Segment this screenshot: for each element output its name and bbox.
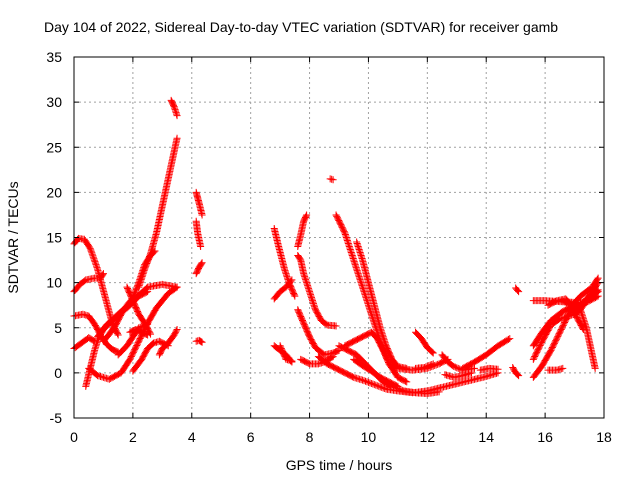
y-tick-label: 15 — [46, 230, 62, 246]
x-tick-label: 2 — [129, 429, 137, 445]
series-arc-42 — [509, 363, 523, 380]
data-point-markers — [135, 134, 181, 291]
data-point-markers — [270, 276, 296, 303]
data-point-markers — [353, 238, 411, 372]
series-arc-36 — [412, 360, 437, 372]
data-point-markers — [412, 328, 437, 357]
series-arc-34 — [353, 238, 411, 372]
series-arc-14 — [155, 326, 181, 359]
data-point-markers — [544, 364, 567, 374]
series-arc-41 — [512, 284, 523, 296]
series-arc-23 — [276, 342, 296, 365]
x-tick-label: 0 — [70, 429, 78, 445]
y-tick-label: 30 — [46, 94, 62, 110]
series-arc-19 — [192, 336, 206, 346]
y-tick-label: -5 — [50, 410, 63, 426]
data-points — [70, 96, 602, 398]
data-point-markers — [167, 96, 181, 120]
x-tick-label: 6 — [247, 429, 255, 445]
series-arc-10 — [123, 283, 155, 338]
series-arc-38 — [441, 369, 475, 381]
y-tick-label: 20 — [46, 184, 62, 200]
data-point-markers — [192, 188, 206, 219]
x-tick-label: 16 — [537, 429, 553, 445]
series-arc-12 — [129, 337, 172, 375]
data-point-markers — [326, 175, 337, 184]
series-arc-24 — [294, 211, 311, 251]
series-arc-13 — [135, 134, 181, 291]
chart-title: Day 104 of 2022, Sidereal Day-to-day VTE… — [44, 19, 558, 35]
data-point-markers — [459, 335, 514, 372]
series-arc-39 — [459, 335, 514, 372]
x-tick-label: 12 — [420, 429, 436, 445]
y-tick-label: 0 — [54, 365, 62, 381]
x-tick-label: 10 — [361, 429, 377, 445]
x-tick-label: 14 — [478, 429, 494, 445]
data-point-markers — [276, 342, 296, 365]
data-point-markers — [571, 286, 602, 318]
data-point-markers — [294, 211, 311, 251]
series-arc-11 — [126, 326, 152, 339]
y-axis-label: SDTVAR / TECUs — [5, 181, 21, 293]
data-point-markers — [192, 336, 206, 346]
data-point-markers — [350, 355, 402, 390]
series-arc-50 — [571, 286, 602, 318]
data-point-markers — [512, 284, 523, 296]
series-arc-25 — [294, 252, 340, 330]
x-axis-label: GPS time / hours — [286, 457, 393, 473]
data-point-markers — [412, 360, 437, 372]
data-point-markers — [192, 217, 205, 251]
series-arc-18 — [192, 259, 206, 278]
series-arc-47 — [544, 364, 567, 374]
data-point-markers — [129, 337, 172, 375]
data-point-markers — [441, 369, 475, 381]
series-arc-21 — [270, 276, 296, 303]
data-point-markers — [155, 326, 181, 359]
series-arc-29 — [332, 211, 411, 386]
data-point-markers — [332, 211, 411, 386]
series-arc-26 — [294, 306, 343, 359]
data-point-markers — [123, 283, 155, 338]
data-point-markers — [126, 326, 152, 339]
y-tick-label: 35 — [46, 49, 62, 65]
series-arc-35 — [412, 328, 437, 357]
series-arc-17 — [192, 217, 205, 251]
x-tick-label: 18 — [596, 429, 612, 445]
series-arc-40 — [476, 364, 502, 374]
x-tick-label: 4 — [188, 429, 196, 445]
series-arc-15 — [167, 96, 181, 120]
x-tick-label: 8 — [306, 429, 314, 445]
data-point-markers — [476, 364, 502, 374]
series-arc-28 — [326, 175, 337, 184]
data-point-markers — [509, 363, 523, 380]
series-arc-16 — [192, 188, 206, 219]
axis-ticks: 0 2 4 6 8 10 12 14 16 18 -5 0 5 10 15 20 25 30 35 — [46, 49, 612, 445]
data-point-markers — [294, 252, 340, 330]
y-tick-label: 5 — [54, 320, 62, 336]
y-tick-label: 10 — [46, 275, 62, 291]
data-point-markers — [192, 259, 206, 278]
data-point-markers — [314, 353, 502, 397]
series-arc-32 — [314, 353, 502, 397]
data-point-markers — [294, 306, 343, 359]
y-tick-label: 25 — [46, 139, 62, 155]
series-arc-31 — [350, 355, 402, 390]
